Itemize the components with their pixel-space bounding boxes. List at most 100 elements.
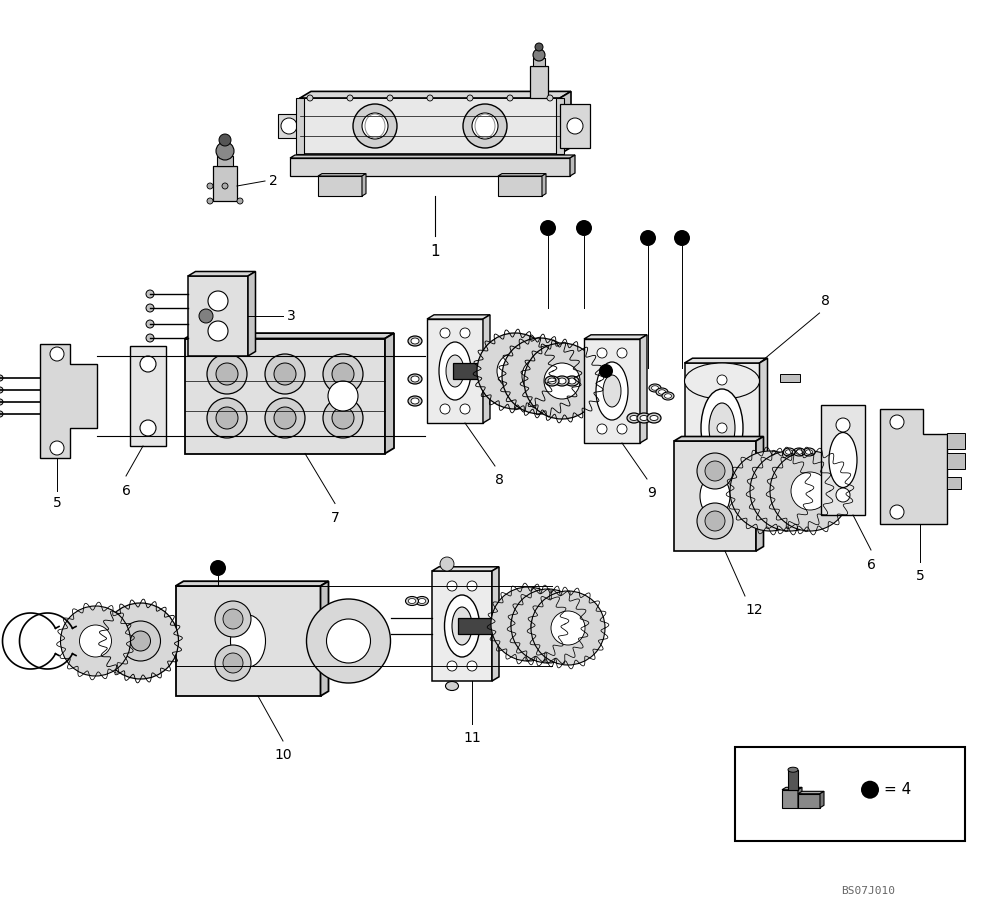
Circle shape	[497, 353, 533, 389]
Circle shape	[697, 453, 733, 489]
Circle shape	[467, 581, 477, 591]
Circle shape	[199, 309, 213, 323]
Text: 7: 7	[331, 511, 339, 526]
Ellipse shape	[684, 457, 760, 493]
Circle shape	[0, 375, 3, 381]
Ellipse shape	[558, 378, 566, 384]
Circle shape	[551, 611, 585, 645]
Polygon shape	[40, 344, 97, 458]
Ellipse shape	[411, 376, 419, 382]
Bar	[947, 477, 961, 489]
Circle shape	[207, 398, 247, 438]
Circle shape	[237, 198, 243, 204]
Circle shape	[540, 220, 556, 236]
Polygon shape	[290, 155, 575, 158]
Circle shape	[617, 424, 627, 434]
Circle shape	[890, 415, 904, 429]
Circle shape	[440, 557, 454, 571]
Ellipse shape	[652, 386, 658, 390]
Circle shape	[507, 95, 513, 101]
Circle shape	[522, 358, 558, 394]
Text: 5: 5	[916, 569, 924, 583]
Circle shape	[323, 354, 363, 394]
Circle shape	[328, 381, 358, 411]
Circle shape	[332, 363, 354, 385]
Circle shape	[130, 631, 150, 651]
Polygon shape	[432, 567, 499, 571]
Bar	[780, 374, 800, 382]
Ellipse shape	[596, 362, 628, 420]
Circle shape	[208, 291, 228, 311]
Circle shape	[890, 505, 904, 519]
Circle shape	[281, 118, 297, 134]
Polygon shape	[185, 333, 394, 339]
Ellipse shape	[658, 389, 666, 394]
Bar	[560, 104, 590, 148]
Text: 8: 8	[495, 473, 504, 487]
Circle shape	[50, 347, 64, 361]
Circle shape	[547, 95, 553, 101]
Text: BS07J010: BS07J010	[841, 886, 895, 896]
Ellipse shape	[408, 598, 416, 604]
Circle shape	[544, 363, 580, 399]
Circle shape	[460, 404, 470, 414]
Circle shape	[216, 407, 238, 429]
Polygon shape	[185, 339, 385, 453]
Circle shape	[210, 560, 226, 576]
Bar	[453, 363, 491, 379]
Circle shape	[576, 220, 592, 236]
Text: = 4: = 4	[884, 782, 911, 797]
Ellipse shape	[783, 448, 795, 456]
Circle shape	[533, 49, 545, 61]
Ellipse shape	[786, 450, 792, 454]
Circle shape	[771, 472, 809, 510]
Circle shape	[697, 503, 733, 539]
Bar	[947, 433, 965, 449]
Circle shape	[535, 43, 543, 51]
Ellipse shape	[796, 450, 802, 454]
Circle shape	[460, 328, 470, 338]
Polygon shape	[584, 335, 647, 339]
Circle shape	[208, 321, 228, 341]
Circle shape	[440, 404, 450, 414]
Circle shape	[332, 407, 354, 429]
Circle shape	[140, 356, 156, 372]
Text: 3: 3	[287, 309, 296, 323]
Circle shape	[705, 511, 725, 531]
Polygon shape	[248, 271, 256, 356]
Circle shape	[223, 653, 243, 673]
Ellipse shape	[793, 448, 805, 456]
Circle shape	[511, 589, 585, 663]
Text: 8: 8	[822, 294, 830, 308]
Circle shape	[0, 399, 3, 405]
Circle shape	[60, 606, 130, 676]
Polygon shape	[542, 174, 546, 196]
Circle shape	[617, 348, 627, 358]
Bar	[533, 58, 545, 66]
Ellipse shape	[416, 596, 428, 605]
Ellipse shape	[545, 376, 559, 386]
Polygon shape	[674, 441, 756, 551]
Circle shape	[0, 411, 3, 417]
Circle shape	[146, 334, 154, 342]
Circle shape	[326, 619, 370, 663]
Bar	[556, 98, 564, 154]
Circle shape	[440, 328, 450, 338]
Circle shape	[447, 661, 457, 671]
Circle shape	[836, 488, 850, 502]
Polygon shape	[362, 174, 366, 196]
Text: 11: 11	[463, 731, 481, 745]
Circle shape	[447, 581, 457, 591]
Circle shape	[140, 420, 156, 436]
Ellipse shape	[788, 768, 798, 772]
Circle shape	[567, 118, 583, 134]
Polygon shape	[427, 315, 490, 319]
Circle shape	[307, 95, 313, 101]
Polygon shape	[498, 176, 542, 196]
Ellipse shape	[650, 416, 658, 420]
Circle shape	[531, 609, 565, 643]
Polygon shape	[756, 437, 764, 551]
Polygon shape	[432, 571, 492, 681]
Circle shape	[207, 183, 213, 189]
Circle shape	[674, 230, 690, 246]
